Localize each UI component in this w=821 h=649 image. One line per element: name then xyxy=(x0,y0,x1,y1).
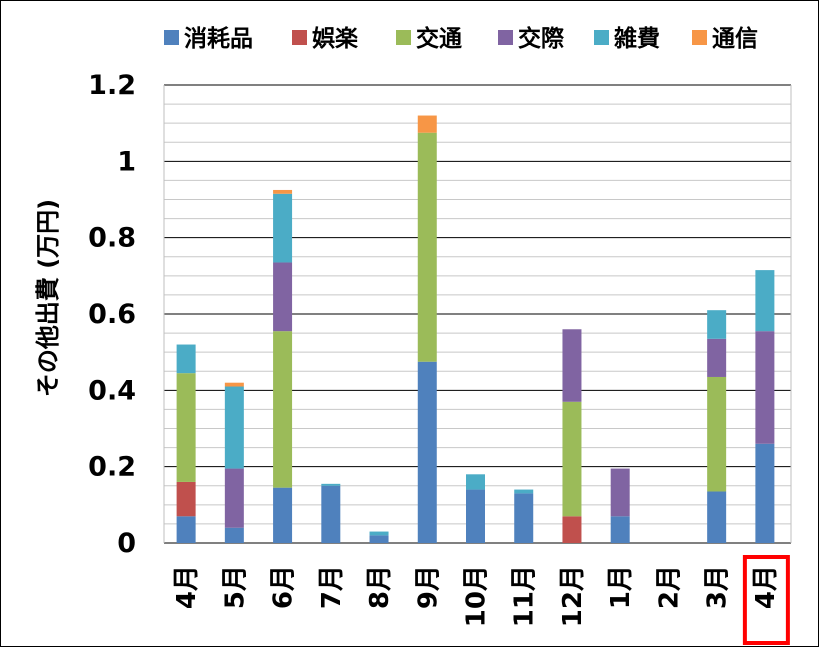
legend: 消耗品 娯楽 交通 交際 雑費 通信 xyxy=(164,25,758,52)
legend-swatch xyxy=(692,30,707,45)
bar-segment xyxy=(369,535,389,543)
bar-segment xyxy=(273,331,293,488)
bar-segment xyxy=(273,262,293,332)
legend-swatch xyxy=(498,30,513,45)
bar-segment xyxy=(417,361,437,543)
bar-segment xyxy=(514,493,534,543)
bar-segment xyxy=(273,487,293,543)
bar-segment xyxy=(610,468,630,517)
bar-segment xyxy=(176,373,196,482)
bar-segment xyxy=(176,516,196,543)
y-tick-label: 0 xyxy=(117,528,136,559)
bar-segment xyxy=(466,474,485,490)
bar-segment xyxy=(707,491,727,543)
legend-label: 通信 xyxy=(712,25,758,52)
bar-segment xyxy=(176,481,196,517)
bar-segment xyxy=(562,516,582,543)
x-tick-label: 5月 xyxy=(220,565,250,609)
x-tick-label: 10月 xyxy=(462,565,492,627)
bar-segment xyxy=(466,489,485,543)
legend-swatch xyxy=(292,30,307,45)
x-tick-label: 4月 xyxy=(751,565,781,609)
x-tick-label: 9月 xyxy=(413,565,443,609)
bar-segment xyxy=(224,527,244,543)
x-axis-tick-labels: 4月 5月 6月 7月 8月 9月 10月 11月 12月 1月 2月 3月 4月 xyxy=(172,565,781,627)
x-tick-label: 7月 xyxy=(317,565,347,609)
y-axis-tick-labels: 0 0.2 0.4 0.6 0.8 1 1.2 xyxy=(88,70,136,559)
bar-segment xyxy=(755,270,775,332)
bar-segment xyxy=(707,338,727,377)
bar-segment xyxy=(514,489,534,494)
legend-label: 交通 xyxy=(416,25,462,52)
bar-segment xyxy=(610,516,630,543)
y-tick-label: 0.6 xyxy=(88,299,136,330)
y-axis-label: その他出費 (万円) xyxy=(34,199,62,397)
bar-segment xyxy=(176,344,196,374)
bar-segment xyxy=(369,531,389,536)
y-tick-label: 0.4 xyxy=(88,375,136,406)
bar-segment xyxy=(224,468,244,528)
bar-segment xyxy=(273,193,293,263)
legend-swatch xyxy=(594,30,609,45)
y-tick-label: 1 xyxy=(117,146,136,177)
bar-segment xyxy=(224,386,244,469)
bar-segment xyxy=(417,132,437,362)
x-tick-label: 4月 xyxy=(172,565,202,609)
x-tick-label: 2月 xyxy=(654,565,684,609)
x-tick-label: 1月 xyxy=(606,565,636,609)
x-tick-label: 3月 xyxy=(703,565,733,609)
gridlines xyxy=(163,84,792,544)
legend-label: 娯楽 xyxy=(312,25,358,52)
legend-label: 交際 xyxy=(518,25,565,52)
bar-segment xyxy=(321,483,341,486)
bar-segment xyxy=(562,329,582,402)
y-tick-label: 0.2 xyxy=(88,452,136,483)
legend-swatch xyxy=(164,30,179,45)
legend-label: 消耗品 xyxy=(184,26,253,52)
x-tick-label: 8月 xyxy=(365,565,395,609)
legend-label: 雑費 xyxy=(613,25,660,52)
y-tick-label: 1.2 xyxy=(88,70,136,101)
bar-segment xyxy=(321,485,341,543)
bar-segment xyxy=(273,189,293,194)
bar-segment xyxy=(562,401,582,517)
bar-segment xyxy=(755,331,775,444)
x-tick-label: 6月 xyxy=(269,565,299,609)
highlight-box xyxy=(742,555,790,645)
bar-segment xyxy=(707,310,727,339)
y-tick-label: 0.8 xyxy=(88,223,136,254)
bars xyxy=(176,115,775,543)
x-tick-label: 11月 xyxy=(510,565,540,627)
highlight xyxy=(742,555,790,645)
legend-swatch xyxy=(396,30,411,45)
x-tick-label: 12月 xyxy=(558,565,588,627)
bar-segment xyxy=(417,115,437,133)
bar-segment xyxy=(755,443,775,543)
bar-segment xyxy=(707,376,727,492)
bar-segment xyxy=(224,382,244,387)
